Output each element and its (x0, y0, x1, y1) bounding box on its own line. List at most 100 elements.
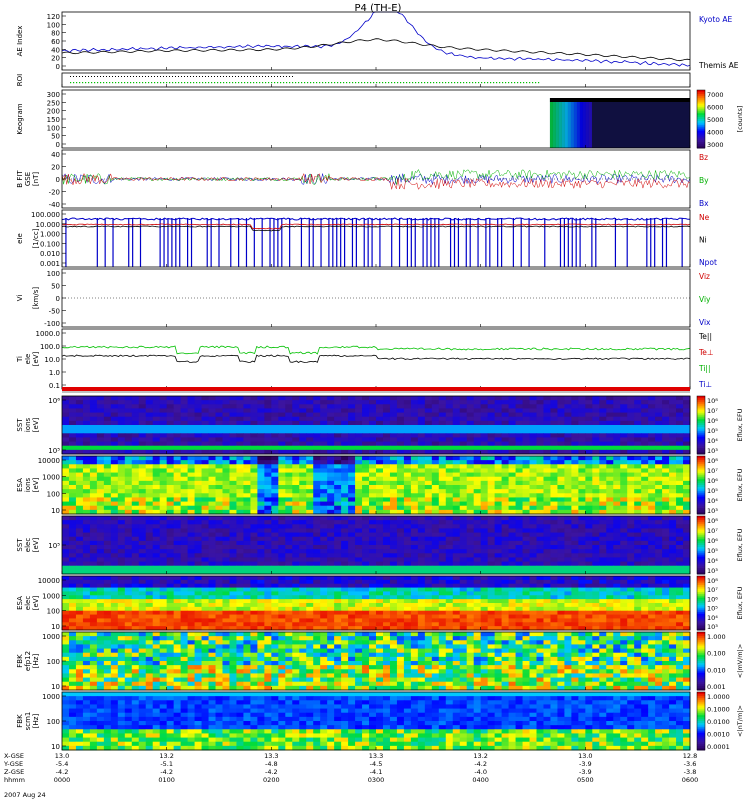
spectrogram-cell (557, 396, 565, 401)
spectrogram-cell (424, 445, 433, 451)
spectrogram-cell (264, 489, 272, 494)
spectrogram-cell (473, 433, 482, 438)
spectrogram-cell (62, 497, 70, 503)
spectrogram-cell (417, 416, 426, 422)
spectrogram-cell (424, 400, 433, 405)
spectrogram-cell (229, 579, 237, 585)
spectrogram-cell (459, 476, 468, 482)
spectrogram-cell (124, 480, 133, 486)
spectrogram-cell (313, 532, 321, 538)
colorbar-cell (697, 506, 705, 509)
spectrogram-cell (620, 416, 628, 422)
spectrogram-cell (103, 520, 112, 525)
spectrogram-cell (89, 412, 98, 418)
spectrogram-cell (117, 587, 126, 592)
spectrogram-cell (508, 587, 517, 592)
spectrogram-cell (648, 524, 656, 529)
legend-entry: Ni (699, 236, 707, 245)
spectrogram-cell (501, 437, 510, 443)
spectrogram-cell (424, 553, 433, 558)
spectrogram-cell (529, 437, 537, 443)
spectrogram-cell (75, 583, 84, 589)
spectrogram-cell (403, 583, 412, 589)
spectrogram-cell (62, 437, 70, 443)
spectrogram-cell (410, 532, 419, 538)
spectrogram-cell (641, 497, 649, 503)
spectrogram-cell (396, 545, 405, 550)
spectrogram-cell (250, 545, 258, 550)
spectrogram-cell (389, 416, 398, 422)
spectrogram-cell (655, 587, 663, 592)
spectrogram-cell (529, 561, 537, 567)
spectrogram-cell (82, 536, 91, 542)
spectrogram-cell (250, 400, 258, 405)
spectrogram-cell (627, 429, 635, 434)
spectrogram-cell (376, 476, 384, 482)
spectrogram-cell (494, 437, 503, 443)
spectrogram-cell (564, 545, 572, 550)
spectrogram-cell (152, 408, 161, 414)
spectrogram-cell (271, 449, 279, 455)
spectrogram-cell (320, 545, 328, 550)
spectrogram-cell (641, 480, 649, 486)
spectrogram-cell (355, 476, 363, 482)
roi-mark (85, 76, 86, 77)
spectrogram-cell (620, 591, 628, 596)
spectrogram-cell (208, 476, 217, 482)
spectrogram-cell (627, 532, 635, 538)
spectrogram-cell (473, 493, 482, 498)
spectrogram-cell (89, 501, 98, 507)
spectrogram-cell (348, 412, 356, 418)
spectrogram-cell (208, 480, 217, 486)
spectrogram-cell (264, 591, 272, 596)
spectrogram-cell (285, 587, 293, 592)
spectrogram-cell (585, 524, 593, 529)
roi-mark (88, 82, 90, 84)
spectrogram-cell (278, 497, 286, 503)
spectrogram-cell (369, 472, 377, 478)
spectrogram-cell (299, 429, 307, 434)
spectrogram-cell (152, 565, 161, 571)
spectrogram-cell (82, 524, 91, 529)
spectrogram-cell (431, 400, 440, 405)
spectrogram-cell (264, 587, 272, 592)
spectrogram-cell (396, 501, 405, 507)
spectrogram-cell (543, 557, 551, 563)
spectrogram-cell (599, 553, 607, 558)
spectrogram-cell (145, 472, 154, 478)
spectrogram-cell (145, 412, 154, 418)
colorbar-tick: 10⁵ (707, 427, 718, 435)
spectrogram-cell (187, 579, 196, 585)
spectrogram-cell (571, 485, 579, 490)
spectrogram-cell (264, 437, 272, 443)
spectrogram-cell (599, 549, 607, 554)
spectrogram-cell (341, 532, 349, 538)
spectrogram-cell (82, 549, 91, 554)
spectrogram-cell (229, 480, 237, 486)
spectrogram-cell (320, 425, 328, 430)
spectrogram-cell (243, 476, 251, 482)
spectrogram-cell (536, 400, 544, 405)
spectrogram-cell (571, 404, 579, 409)
spectrogram-cell (369, 540, 377, 546)
spectrogram-cell (494, 497, 503, 503)
spectrogram-cell (634, 497, 642, 503)
spectrogram-cell (124, 505, 133, 511)
spectrogram-cell (299, 456, 307, 461)
spectrogram-cell (487, 591, 496, 596)
spectrogram-cell (215, 420, 223, 426)
spectrogram-cell (215, 429, 223, 434)
spectrogram-cell (271, 569, 279, 575)
spectrogram-cell (648, 545, 656, 550)
spectrogram-cell (410, 408, 419, 414)
spectrogram-cell (501, 587, 510, 592)
spectrogram-cell (271, 476, 279, 482)
spectrogram-cell (334, 583, 342, 589)
spectrogram-cell (62, 591, 70, 596)
colorbar-cell (697, 560, 705, 563)
keogram-stripe (588, 98, 592, 148)
spectrogram-cell (173, 485, 182, 490)
spectrogram-cell (466, 520, 475, 525)
spectrogram-cell (341, 445, 349, 451)
roi-mark (154, 76, 155, 77)
